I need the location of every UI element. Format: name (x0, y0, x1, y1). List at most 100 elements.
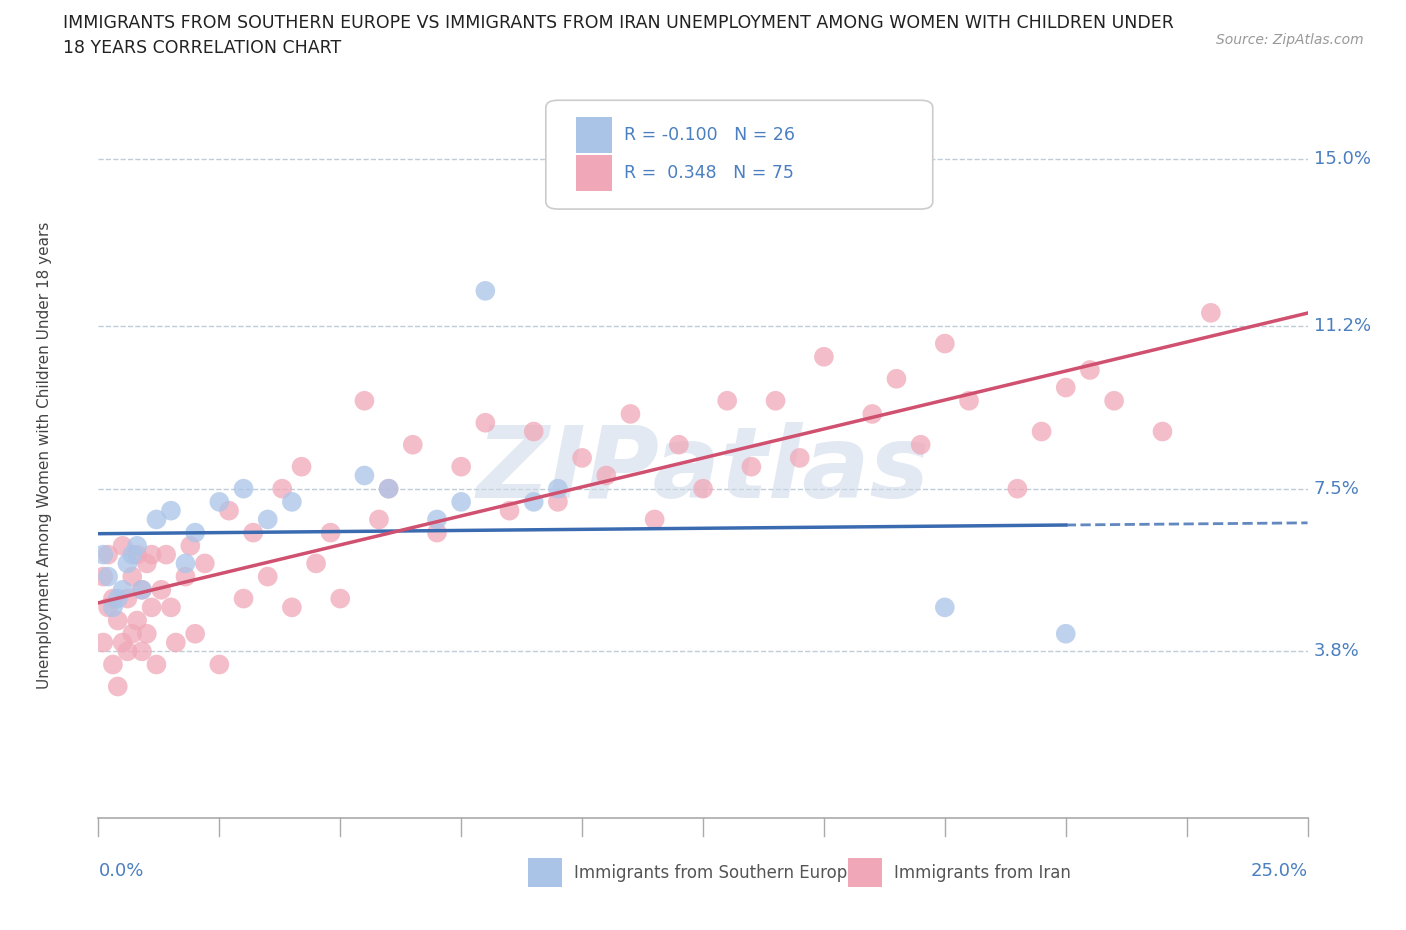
Point (91, 547, 114, 562)
Point (174, 556, 197, 571)
Point (789, 450, 811, 465)
Text: 15.0%: 15.0% (1313, 150, 1371, 168)
Point (886, 371, 908, 386)
Point (498, 503, 520, 518)
Point (208, 495, 231, 510)
Point (111, 538, 134, 553)
Text: 25.0%: 25.0% (1250, 862, 1308, 881)
Point (619, 406, 641, 421)
Point (97, 600, 120, 615)
Point (91, 569, 114, 584)
Point (1054, 380, 1077, 395)
Point (131, 582, 153, 597)
Point (1031, 424, 1053, 439)
Point (117, 556, 139, 571)
Point (160, 600, 183, 615)
Point (111, 582, 134, 597)
Point (523, 424, 546, 439)
Point (1007, 481, 1029, 496)
Text: IMMIGRANTS FROM SOUTHERN EUROPE VS IMMIGRANTS FROM IRAN UNEMPLOYMENT AMONG WOMEN: IMMIGRANTS FROM SOUTHERN EUROPE VS IMMIG… (63, 14, 1174, 32)
Point (474, 416, 496, 431)
Point (184, 626, 207, 641)
Point (368, 512, 391, 527)
Text: Immigrants from Southern Europe: Immigrants from Southern Europe (574, 864, 858, 882)
Point (1078, 363, 1101, 378)
Text: 11.2%: 11.2% (1313, 317, 1371, 335)
FancyBboxPatch shape (848, 858, 882, 887)
Text: R =  0.348   N = 75: R = 0.348 N = 75 (624, 164, 794, 181)
Point (450, 495, 472, 510)
Point (353, 468, 375, 483)
Point (860, 406, 883, 421)
Point (107, 613, 129, 628)
Point (150, 582, 173, 597)
Point (957, 393, 980, 408)
Point (281, 495, 304, 510)
Point (934, 336, 956, 351)
Point (765, 393, 787, 408)
Point (208, 658, 231, 672)
Point (450, 459, 472, 474)
Point (910, 437, 932, 452)
Point (242, 525, 264, 540)
Point (1054, 626, 1077, 641)
Point (934, 600, 956, 615)
Text: Unemployment Among Women with Children Under 18 years: Unemployment Among Women with Children U… (37, 222, 52, 689)
Point (121, 547, 143, 562)
Point (97, 569, 120, 584)
Point (547, 481, 569, 496)
Point (571, 450, 593, 465)
Point (127, 613, 149, 628)
Point (101, 591, 124, 606)
Point (402, 437, 425, 452)
Point (692, 481, 714, 496)
Point (101, 658, 124, 672)
Point (644, 512, 666, 527)
Point (353, 393, 375, 408)
FancyBboxPatch shape (527, 858, 561, 887)
Point (135, 626, 157, 641)
Text: 0.0%: 0.0% (98, 862, 143, 881)
FancyBboxPatch shape (576, 117, 613, 153)
Point (329, 591, 352, 606)
Point (377, 481, 399, 496)
Point (426, 525, 449, 540)
Point (155, 547, 177, 562)
Point (256, 569, 278, 584)
Point (740, 459, 762, 474)
Point (290, 459, 312, 474)
Point (101, 600, 124, 615)
Point (595, 468, 617, 483)
Point (121, 569, 143, 584)
Point (271, 481, 294, 496)
Point (117, 644, 139, 658)
Point (160, 503, 183, 518)
Point (107, 591, 129, 606)
Point (121, 626, 143, 641)
Point (111, 635, 134, 650)
Point (194, 556, 217, 571)
Point (145, 512, 167, 527)
Point (117, 591, 139, 606)
Point (668, 437, 690, 452)
FancyBboxPatch shape (546, 100, 932, 209)
Point (165, 635, 187, 650)
Text: R = -0.100   N = 26: R = -0.100 N = 26 (624, 126, 796, 144)
Point (184, 525, 207, 540)
Text: 7.5%: 7.5% (1313, 480, 1360, 498)
Point (547, 495, 569, 510)
Point (107, 679, 129, 694)
Point (523, 495, 546, 510)
Text: Immigrants from Iran: Immigrants from Iran (894, 864, 1071, 882)
Point (97, 547, 120, 562)
Point (232, 591, 254, 606)
Point (1152, 424, 1174, 439)
Point (91, 635, 114, 650)
Point (1102, 393, 1125, 408)
Point (131, 582, 153, 597)
Point (131, 644, 153, 658)
Point (174, 569, 197, 584)
Point (141, 600, 163, 615)
Point (426, 512, 449, 527)
Point (145, 658, 167, 672)
